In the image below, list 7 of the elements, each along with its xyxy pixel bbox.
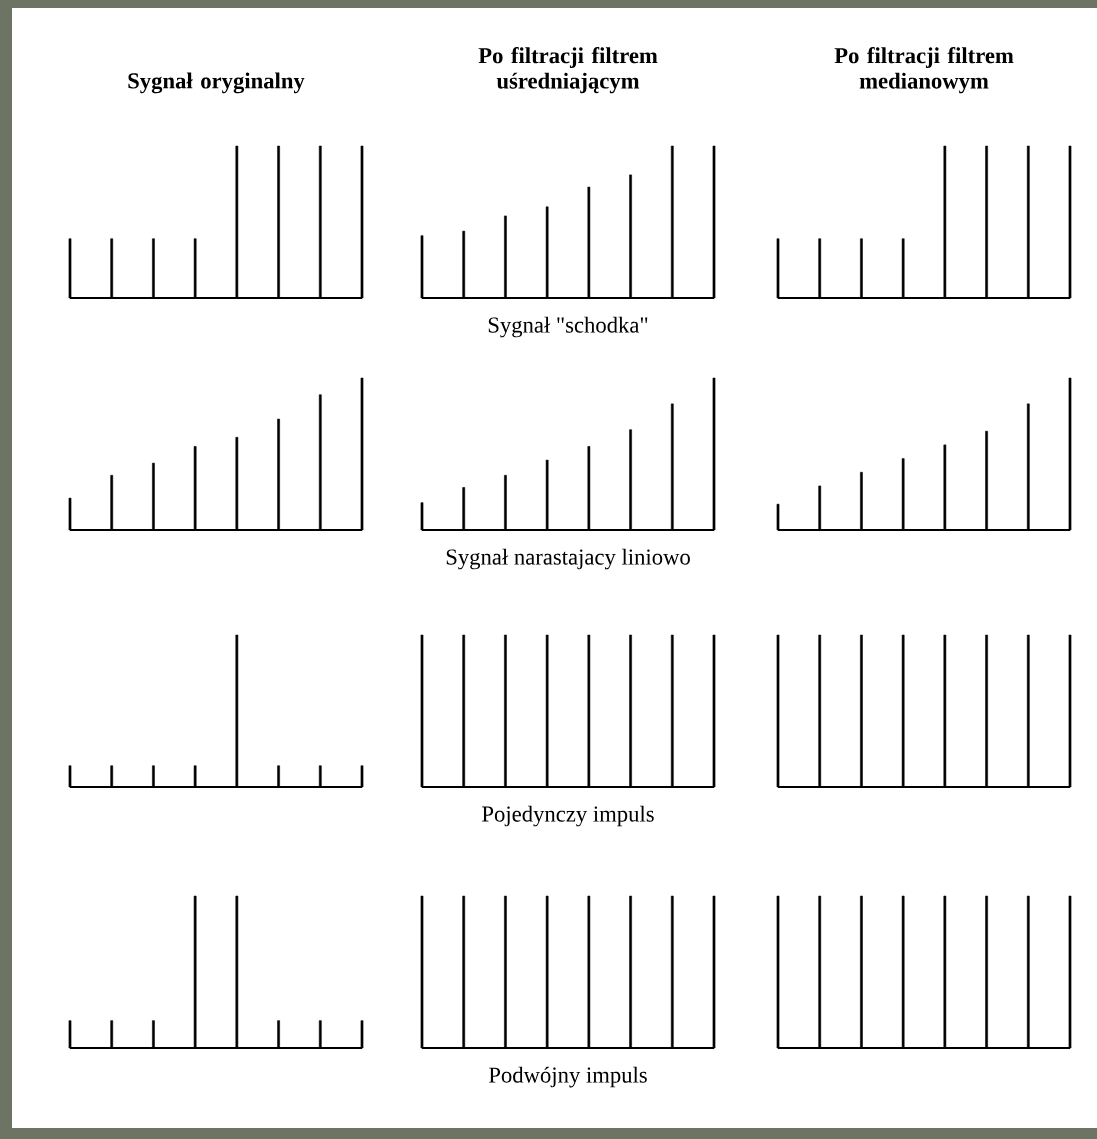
chart-title: Po filtracji filtrem medianowym [834, 47, 1014, 94]
chart-title: Po filtracji filtrem uśredniającym [478, 47, 658, 94]
chart-title: Sygnał oryginalny [128, 72, 305, 94]
x-axis-title: Podwójny impuls [488, 1066, 647, 1088]
x-axis-title: Sygnał "schodka" [488, 316, 648, 338]
x-axis-title: Pojedynczy impuls [482, 805, 654, 827]
x-axis-title: Sygnał narastajacy liniowo [446, 548, 690, 570]
